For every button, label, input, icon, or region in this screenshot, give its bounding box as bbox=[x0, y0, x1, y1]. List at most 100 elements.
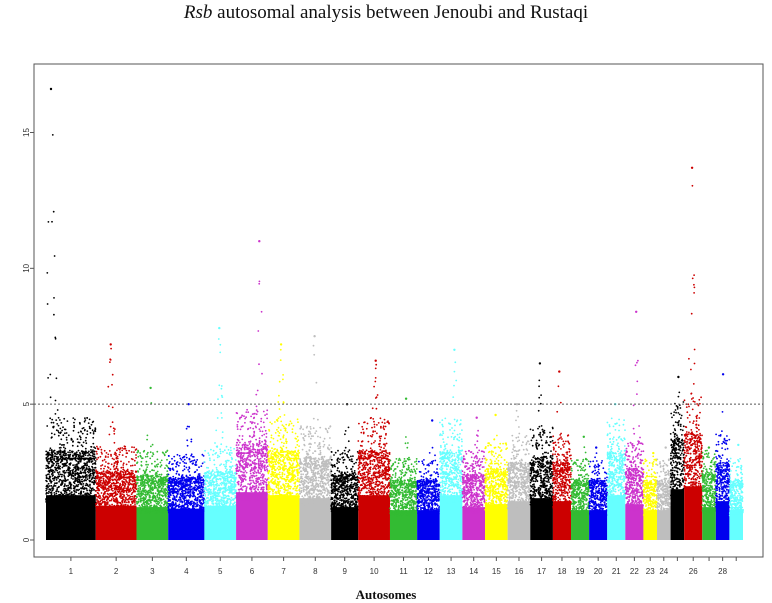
data-point bbox=[235, 444, 238, 446]
data-point bbox=[187, 469, 190, 471]
data-point bbox=[49, 498, 52, 501]
data-point bbox=[185, 507, 188, 509]
data-point bbox=[125, 473, 127, 476]
data-point bbox=[264, 478, 267, 480]
data-point bbox=[194, 486, 196, 489]
data-point bbox=[46, 460, 49, 462]
data-point bbox=[171, 501, 174, 503]
data-point bbox=[84, 457, 87, 460]
data-point bbox=[224, 465, 226, 468]
data-point bbox=[217, 338, 220, 340]
data-point bbox=[117, 491, 120, 494]
data-point bbox=[80, 476, 82, 478]
data-point bbox=[82, 494, 84, 497]
data-point bbox=[169, 477, 172, 480]
data-point bbox=[91, 429, 94, 432]
data-point bbox=[116, 457, 119, 460]
data-point bbox=[51, 475, 54, 477]
data-point bbox=[160, 510, 163, 513]
data-point bbox=[109, 486, 112, 489]
data-point bbox=[154, 486, 156, 489]
data-point bbox=[231, 476, 234, 479]
data-point bbox=[129, 482, 132, 485]
data-point bbox=[84, 450, 87, 453]
data-point bbox=[137, 455, 140, 458]
data-point bbox=[49, 417, 52, 420]
data-point bbox=[126, 487, 128, 490]
data-point bbox=[83, 500, 85, 502]
data-point bbox=[65, 436, 68, 439]
data-point bbox=[212, 488, 215, 491]
data-point bbox=[166, 492, 168, 494]
data-point bbox=[156, 484, 159, 487]
data-point bbox=[49, 496, 52, 499]
data-point bbox=[224, 460, 227, 462]
data-point bbox=[160, 502, 163, 504]
data-point bbox=[186, 444, 189, 447]
data-point bbox=[69, 499, 72, 502]
data-point bbox=[160, 459, 163, 462]
data-point bbox=[258, 458, 260, 461]
data-point bbox=[181, 487, 184, 489]
data-point bbox=[185, 480, 188, 482]
data-point bbox=[241, 493, 244, 496]
data-point bbox=[159, 481, 162, 483]
data-point bbox=[50, 482, 52, 484]
data-point bbox=[71, 444, 74, 447]
data-point bbox=[226, 489, 228, 492]
data-point bbox=[45, 474, 48, 477]
data-point bbox=[212, 495, 214, 498]
data-point bbox=[70, 495, 73, 498]
data-point bbox=[143, 501, 145, 504]
data-point bbox=[191, 478, 194, 481]
data-point bbox=[62, 471, 65, 473]
data-point bbox=[72, 441, 74, 443]
data-point bbox=[54, 485, 57, 487]
data-point bbox=[151, 443, 154, 446]
data-point bbox=[247, 492, 249, 495]
data-point bbox=[120, 490, 123, 493]
data-point bbox=[108, 504, 111, 507]
data-point bbox=[213, 491, 215, 494]
data-point bbox=[229, 490, 231, 493]
data-point bbox=[124, 470, 127, 473]
data-point bbox=[223, 449, 226, 452]
data-point bbox=[74, 497, 77, 500]
data-point bbox=[197, 480, 200, 483]
data-point bbox=[221, 417, 223, 419]
data-point bbox=[187, 487, 190, 490]
data-point bbox=[82, 466, 85, 469]
data-point bbox=[216, 498, 218, 501]
data-point bbox=[150, 484, 153, 486]
data-point bbox=[49, 396, 52, 399]
data-point bbox=[235, 472, 238, 475]
data-point bbox=[97, 448, 99, 451]
data-point bbox=[75, 484, 78, 486]
data-point bbox=[64, 483, 66, 485]
data-point bbox=[256, 477, 258, 479]
data-point bbox=[97, 482, 99, 484]
data-point bbox=[204, 507, 207, 510]
data-point bbox=[74, 476, 76, 479]
data-point bbox=[162, 494, 164, 497]
data-point bbox=[55, 419, 58, 421]
data-point bbox=[219, 464, 221, 467]
data-point bbox=[253, 482, 256, 485]
data-point bbox=[50, 470, 53, 473]
data-point bbox=[226, 482, 228, 484]
data-point bbox=[240, 470, 242, 473]
data-point bbox=[246, 466, 249, 468]
data-point bbox=[51, 496, 54, 498]
data-point bbox=[132, 488, 135, 491]
data-point bbox=[226, 497, 229, 500]
data-point bbox=[116, 485, 118, 487]
data-point bbox=[211, 478, 214, 480]
data-point bbox=[179, 462, 181, 464]
data-point bbox=[66, 493, 68, 496]
data-point bbox=[66, 457, 69, 460]
data-point bbox=[66, 442, 69, 444]
plot-frame bbox=[33, 63, 764, 558]
data-point bbox=[74, 418, 76, 421]
data-point bbox=[189, 501, 192, 504]
data-point bbox=[99, 505, 101, 508]
